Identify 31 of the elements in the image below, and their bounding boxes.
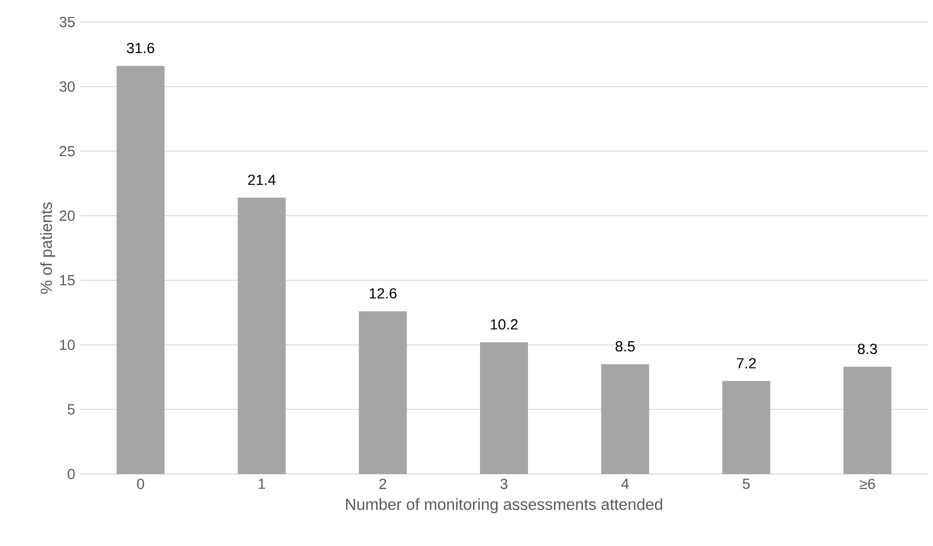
data-label: 8.3 [858,344,877,354]
data-label: 31.6 [126,42,154,54]
x-tick-label: 0 [137,478,144,490]
y-tick-label: 0 [68,468,75,480]
bar [116,66,165,474]
data-label: 7.2 [736,358,756,368]
y-tick-label: 35 [60,16,75,28]
y-tick-label: 30 [60,81,75,92]
y-tick-label: 10 [60,340,75,350]
bar [480,342,528,474]
y-tick-label: 25 [60,146,75,156]
y-tick-label: 20 [60,210,75,221]
y-tick-label: 15 [60,275,75,286]
x-tick-label: 1 [258,478,266,489]
x-tick-label: 2 [380,478,386,489]
y-axis-title: % of patients [40,202,56,294]
x-tick-label: 3 [500,478,508,490]
x-tick-label: 4 [621,478,629,489]
data-label: 8.5 [616,341,635,352]
bar [358,311,407,474]
bar [843,366,892,474]
bar [238,198,286,474]
x-axis-title: Number of monitoring assessments attended [346,498,662,514]
bar [722,381,770,474]
x-tick-label: ≥6 [860,478,875,490]
x-tick-label: 5 [742,478,750,489]
bar [601,364,650,474]
y-tick-label: 5 [68,404,75,415]
data-label: 10.2 [490,319,518,330]
data-label: 12.6 [370,288,396,299]
data-label: 21.4 [248,174,276,185]
